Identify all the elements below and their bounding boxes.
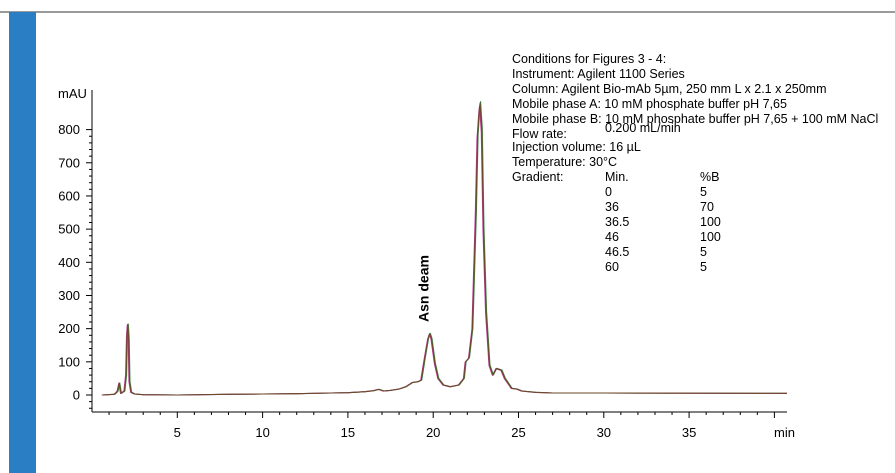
y-tick-label: 100 bbox=[58, 354, 80, 369]
conditions-flow-value: 0.200 mL/min bbox=[605, 121, 681, 135]
y-tick-label: 0 bbox=[73, 388, 80, 403]
gradient-row-2-min: 36.5 bbox=[605, 215, 630, 229]
y-tick-label: 400 bbox=[58, 255, 80, 270]
conditions-gradient-label: Gradient: bbox=[512, 170, 564, 184]
y-axis-unit-label: mAU bbox=[58, 86, 87, 101]
gradient-row-3-min: 46 bbox=[605, 230, 619, 244]
x-tick-label: 30 bbox=[597, 425, 611, 440]
asn-deam-annotation: Asn deam bbox=[415, 255, 431, 322]
conditions-mobile-b: Mobile phase B: 10 mM phosphate buffer p… bbox=[512, 112, 879, 126]
side-accent-bar bbox=[9, 12, 36, 473]
x-tick-label: 15 bbox=[341, 425, 355, 440]
x-tick-label: 10 bbox=[255, 425, 269, 440]
conditions-column: Column: Agilent Bio-mAb 5µm, 250 mm L x … bbox=[512, 82, 827, 96]
series-line-0 bbox=[102, 101, 787, 396]
gradient-row-1-pctb: 70 bbox=[700, 200, 714, 214]
conditions-heading: Conditions for Figures 3 - 4: bbox=[512, 52, 667, 66]
gradient-header-pctb: %B bbox=[700, 170, 720, 184]
x-tick-label: 35 bbox=[682, 425, 696, 440]
gradient-row-5-min: 60 bbox=[605, 260, 619, 274]
y-tick-label: 600 bbox=[58, 188, 80, 203]
conditions-instrument: Instrument: Agilent 1100 Series bbox=[512, 67, 685, 81]
conditions-temperature: Temperature: 30°C bbox=[512, 155, 618, 169]
gradient-row-3-pctb: 100 bbox=[700, 230, 721, 244]
y-tick-label: 300 bbox=[58, 288, 80, 303]
conditions-injection: Injection volume: 16 µL bbox=[512, 140, 641, 154]
conditions-mobile-a: Mobile phase A: 10 mM phosphate buffer p… bbox=[512, 97, 787, 111]
gradient-header-min: Min. bbox=[605, 170, 629, 184]
gradient-row-4-pctb: 5 bbox=[700, 245, 707, 259]
y-tick-label: 700 bbox=[58, 155, 80, 170]
series-line-2 bbox=[102, 102, 787, 396]
gradient-row-4-min: 46.5 bbox=[605, 245, 630, 259]
y-tick-label: 500 bbox=[58, 222, 80, 237]
gradient-row-2-pctb: 100 bbox=[700, 215, 721, 229]
conditions-flow-label: Flow rate: bbox=[512, 127, 567, 141]
series-line-1 bbox=[101, 105, 787, 396]
gradient-row-5-pctb: 5 bbox=[700, 260, 707, 274]
axes bbox=[86, 90, 787, 418]
top-rule bbox=[0, 11, 895, 13]
y-tick-label: 200 bbox=[58, 321, 80, 336]
x-tick-label: 5 bbox=[174, 425, 181, 440]
x-axis-unit-label: min bbox=[774, 425, 795, 440]
x-tick-label: 20 bbox=[426, 425, 440, 440]
y-tick-label: 800 bbox=[58, 122, 80, 137]
gradient-row-1-min: 36 bbox=[605, 200, 619, 214]
gradient-row-0-min: 0 bbox=[605, 185, 612, 199]
series-group bbox=[101, 101, 787, 396]
x-tick-label: 25 bbox=[511, 425, 525, 440]
gradient-row-0-pctb: 5 bbox=[700, 185, 707, 199]
labels-group: 5 10 15 20 25 30 350100200300400500600700800mA… bbox=[58, 86, 795, 440]
